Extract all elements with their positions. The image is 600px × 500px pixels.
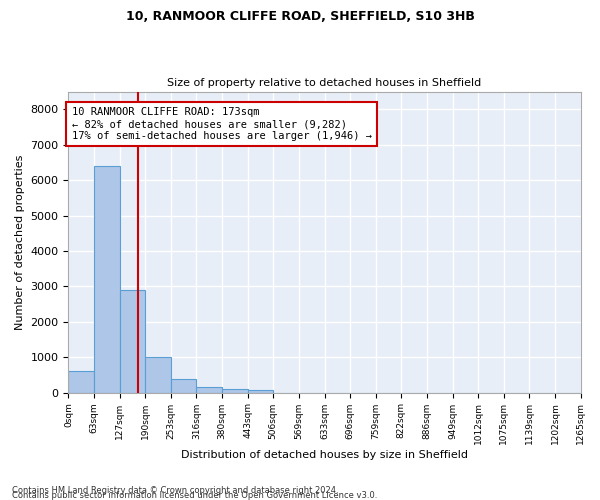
X-axis label: Distribution of detached houses by size in Sheffield: Distribution of detached houses by size …	[181, 450, 468, 460]
Bar	[196, 388, 222, 392]
Bar	[222, 390, 248, 392]
Y-axis label: Number of detached properties: Number of detached properties	[15, 154, 25, 330]
Text: Contains HM Land Registry data © Crown copyright and database right 2024.: Contains HM Land Registry data © Crown c…	[12, 486, 338, 495]
Text: 10, RANMOOR CLIFFE ROAD, SHEFFIELD, S10 3HB: 10, RANMOOR CLIFFE ROAD, SHEFFIELD, S10 …	[125, 10, 475, 23]
Text: Contains public sector information licensed under the Open Government Licence v3: Contains public sector information licen…	[12, 491, 377, 500]
Bar	[145, 357, 171, 392]
Bar	[120, 290, 145, 392]
Bar	[248, 390, 273, 392]
Bar	[171, 379, 196, 392]
Bar	[68, 372, 94, 392]
Title: Size of property relative to detached houses in Sheffield: Size of property relative to detached ho…	[167, 78, 482, 88]
Bar	[94, 166, 120, 392]
Text: 10 RANMOOR CLIFFE ROAD: 173sqm
← 82% of detached houses are smaller (9,282)
17% : 10 RANMOOR CLIFFE ROAD: 173sqm ← 82% of …	[71, 108, 371, 140]
